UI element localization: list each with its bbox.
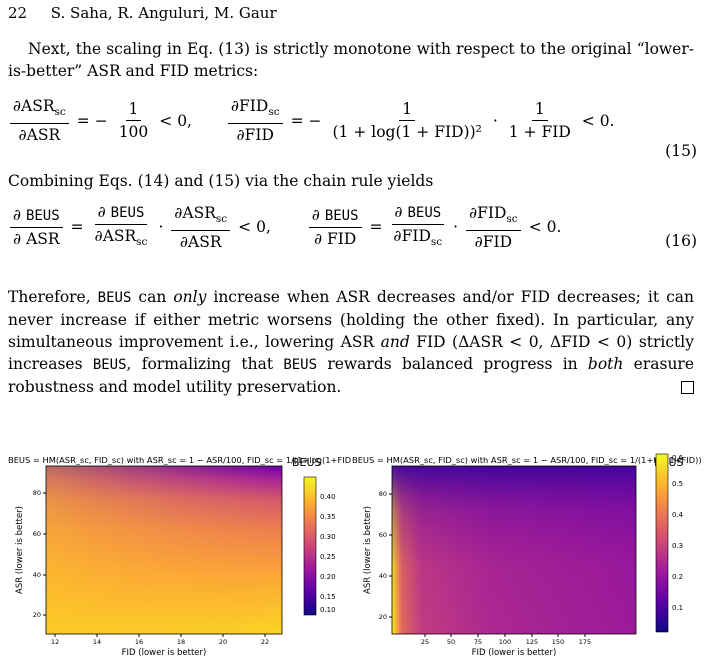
paragraph-1: Next, the scaling in Eq. (13) is strictl… <box>8 40 694 80</box>
ytick-label: 40 <box>379 572 387 580</box>
xtick-label: 50 <box>447 638 455 646</box>
heatmap-left-svg: BEUS = HM(ASR_sc, FID_sc) with ASR_sc = … <box>8 455 358 658</box>
xtick-label: 18 <box>177 638 185 646</box>
xtick-label: 16 <box>135 638 143 646</box>
heatmap-left-xlabel: FID (lower is better) <box>122 648 207 658</box>
xtick-label: 14 <box>93 638 101 646</box>
heatmap-left-title: BEUS = HM(ASR_sc, FID_sc) with ASR_sc = … <box>8 455 352 465</box>
cbtick-label: 0.1 <box>672 604 683 612</box>
frac-1-100: 1 100 <box>118 100 149 142</box>
cbtick-label: 0.10 <box>320 606 336 614</box>
heatmap-right-title: BEUS = HM(ASR_sc, FID_sc) with ASR_sc = … <box>352 455 702 465</box>
cbtick-label: 0.30 <box>320 533 336 541</box>
frac-dasr: ∂ASRsc ∂ASR <box>10 96 69 145</box>
frac-log: 1 (1 + log(1 + FID))² <box>332 100 482 142</box>
running-header: 22 S. Saha, R. Anguluri, M. Gaur <box>8 4 277 22</box>
cbtick-label: 0.25 <box>320 553 336 561</box>
heatmap-panel-left: BEUS = HM(ASR_sc, FID_sc) with ASR_sc = … <box>4 452 358 664</box>
colorbar-left <box>303 476 317 616</box>
frac-dfid: ∂FIDsc ∂FID <box>227 96 283 145</box>
paragraph-3: Therefore, BEUS can only increase when A… <box>8 288 695 396</box>
paragraph-2: Combining Eqs. (14) and (15) via the cha… <box>8 172 434 190</box>
cbtick-label: 0.4 <box>672 511 684 519</box>
ytick-label: 60 <box>33 530 41 538</box>
ytick-label: 20 <box>379 613 387 621</box>
heatmap-panel-right: BEUS = HM(ASR_sc, FID_sc) with ASR_sc = … <box>352 452 702 664</box>
page-number: 22 <box>8 4 28 22</box>
xtick-label: 125 <box>526 638 538 646</box>
ytick-label: 80 <box>379 490 387 498</box>
xtick-label: 25 <box>421 638 429 646</box>
colorbar-left-label: BEUS <box>292 456 322 469</box>
cbtick-label: 0.40 <box>320 493 336 501</box>
cbtick-label: 0.3 <box>672 542 683 550</box>
equation-15: ∂ASRsc ∂ASR = − 1 100 < 0, ∂FIDsc ∂FID =… <box>8 96 694 145</box>
frac-1-fid: 1 1 + FID <box>508 100 571 142</box>
xtick-label: 150 <box>552 638 564 646</box>
cbtick-label: 0.2 <box>672 573 683 581</box>
heatmap-left-ylabel: ASR (lower is better) <box>15 506 25 594</box>
heatmap-right-ylabel: ASR (lower is better) <box>363 506 373 594</box>
equation-16: ∂ BEUS ∂ ASR = ∂ BEUS ∂ASRsc · ∂ASRsc ∂ASR … <box>8 202 694 252</box>
heatmap-right-svg: BEUS = HM(ASR_sc, FID_sc) with ASR_sc = … <box>352 453 702 658</box>
yticks-right: 20 40 60 80 <box>379 490 392 621</box>
xtick-label: 100 <box>499 638 511 646</box>
heatmap-right-xlabel: FID (lower is better) <box>472 648 557 658</box>
xticks-left: 12 14 16 18 20 22 <box>51 634 269 646</box>
cbtick-label: 0.6 <box>672 454 684 462</box>
cbtick-label: 0.15 <box>320 593 336 601</box>
colorbar-ticks-right: 0.6 0.5 0.4 0.3 0.2 0.1 <box>672 454 684 612</box>
equation-16-label: (16) <box>665 232 697 250</box>
equation-15-label: (15) <box>665 142 697 160</box>
ytick-label: 60 <box>379 531 387 539</box>
authors: S. Saha, R. Anguluri, M. Gaur <box>50 4 277 22</box>
colorbar-right <box>655 453 669 633</box>
cbtick-label: 0.20 <box>320 573 336 581</box>
xtick-label: 12 <box>51 638 59 646</box>
cbtick-label: 0.35 <box>320 513 336 521</box>
xticks-right: 25 50 75 100 125 150 175 <box>421 634 591 646</box>
yticks-left: 20 40 60 80 <box>33 489 46 619</box>
xtick-label: 20 <box>219 638 227 646</box>
qed-box <box>681 381 694 394</box>
cbtick-label: 0.5 <box>672 480 683 488</box>
ytick-label: 20 <box>33 611 41 619</box>
xtick-label: 75 <box>474 638 482 646</box>
xtick-label: 22 <box>261 638 269 646</box>
ytick-label: 40 <box>33 571 41 579</box>
colorbar-ticks-left: 0.40 0.35 0.30 0.25 0.20 0.15 0.10 <box>320 493 336 614</box>
ytick-label: 80 <box>33 489 41 497</box>
xtick-label: 175 <box>579 638 591 646</box>
